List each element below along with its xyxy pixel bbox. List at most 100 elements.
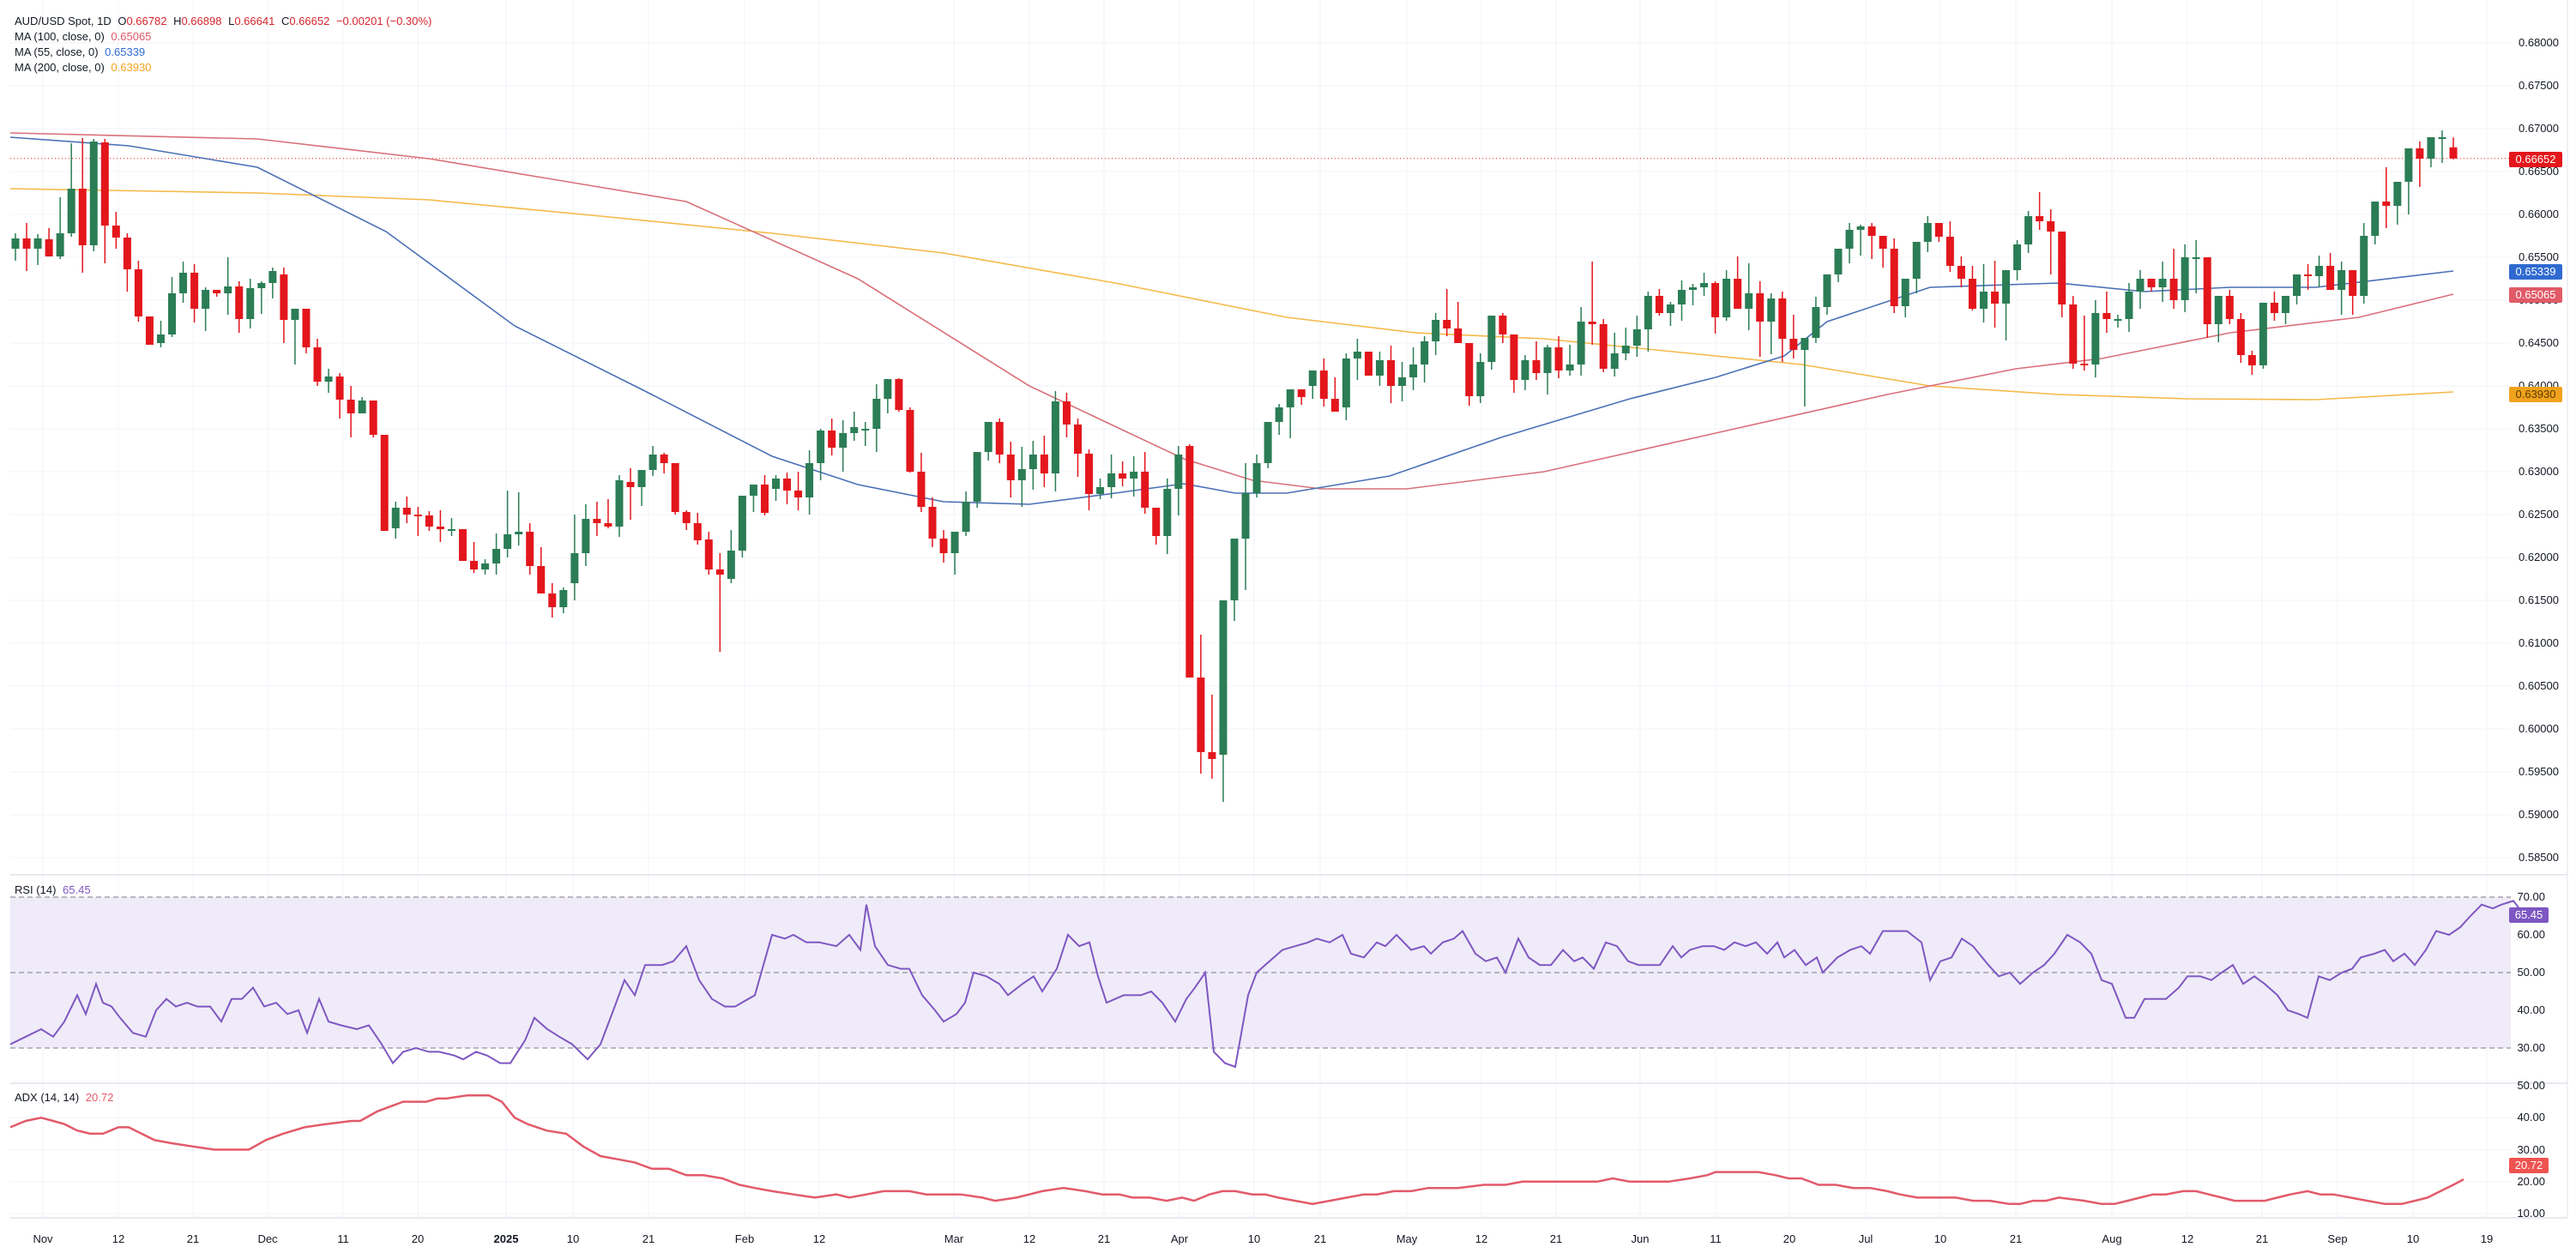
time-tick: Sep xyxy=(2327,1232,2348,1245)
ma100-label: MA (100, close, 0) xyxy=(15,30,105,43)
rsi-value-tag: 65.45 xyxy=(2509,907,2549,923)
rsi-tick: 50.00 xyxy=(2517,966,2545,979)
ma55-label: MA (55, close, 0) xyxy=(15,45,99,58)
time-tick: Jul xyxy=(1858,1232,1873,1245)
price-legend: AUD/USD Spot, 1D O0.66782 H0.66898 L0.66… xyxy=(15,15,435,28)
pane-borders xyxy=(10,0,2568,1219)
time-tick: Feb xyxy=(734,1232,755,1245)
time-tick: 19 xyxy=(2480,1232,2494,1245)
time-tick: 11 xyxy=(1710,1232,1722,1245)
price-tick: 0.68000 xyxy=(2519,36,2559,49)
price-tick: 0.60500 xyxy=(2519,679,2559,692)
time-tick: 12 xyxy=(812,1232,826,1245)
adx-value: 20.72 xyxy=(85,1091,114,1104)
rsi-legend[interactable]: RSI (14) 65.45 xyxy=(15,883,94,897)
ma55-value: 0.65339 xyxy=(105,45,146,58)
ma200-label: MA (200, close, 0) xyxy=(15,61,105,74)
candlesticks xyxy=(11,130,2458,802)
ma200-price-tag: 0.63930 xyxy=(2509,387,2562,402)
time-tick: May xyxy=(1396,1232,1418,1245)
price-tick: 0.66500 xyxy=(2519,165,2559,178)
time-tick: 21 xyxy=(2009,1232,2023,1245)
rsi-tick: 30.00 xyxy=(2517,1041,2545,1054)
close-label: C xyxy=(281,15,290,27)
time-tick: Aug xyxy=(2102,1232,2122,1245)
time-tick: 12 xyxy=(1475,1232,1488,1245)
price-tick: 0.62500 xyxy=(2519,508,2559,521)
last-price-tag: 0.66652 xyxy=(2509,152,2562,167)
time-tick: Mar xyxy=(944,1232,964,1245)
low-label: L xyxy=(228,15,235,27)
ma100-legend[interactable]: MA (100, close, 0) 0.65065 xyxy=(15,30,154,44)
rsi-tick: 70.00 xyxy=(2517,890,2545,903)
price-tick: 0.59000 xyxy=(2519,808,2559,821)
price-tick: 0.66000 xyxy=(2519,208,2559,220)
open-label: O xyxy=(118,15,127,27)
time-tick: Jun xyxy=(1631,1232,1650,1245)
time-tick: 2025 xyxy=(493,1232,519,1245)
change-value: −0.00201 (−0.30%) xyxy=(335,15,432,27)
rsi-levels xyxy=(10,896,2511,1049)
adx-tick: 10.00 xyxy=(2517,1207,2545,1220)
rsi-line xyxy=(9,900,2525,1069)
time-tick: 21 xyxy=(1097,1232,1111,1245)
adx-line xyxy=(9,1093,2464,1206)
time-tick: 10 xyxy=(1247,1232,1261,1245)
time-tick: 12 xyxy=(112,1232,125,1245)
time-tick: 21 xyxy=(186,1232,200,1245)
rsi-band xyxy=(10,897,2511,1048)
moving-averages xyxy=(9,132,2454,505)
price-tick: 0.65500 xyxy=(2519,250,2559,263)
rsi-value: 65.45 xyxy=(63,883,91,896)
time-tick: Dec xyxy=(257,1232,278,1245)
rsi-label: RSI (14) xyxy=(15,883,57,896)
time-tick: 21 xyxy=(1549,1232,1563,1245)
open-value: 0.66782 xyxy=(126,15,167,27)
time-tick: 10 xyxy=(566,1232,580,1245)
symbol-title: AUD/USD Spot, 1D xyxy=(15,15,112,27)
adx-tick: 20.00 xyxy=(2517,1174,2545,1188)
ma200-legend[interactable]: MA (200, close, 0) 0.63930 xyxy=(15,61,154,75)
time-tick: 10 xyxy=(2406,1232,2420,1245)
price-tick: 0.62000 xyxy=(2519,551,2559,563)
adx-tick: 30.00 xyxy=(2517,1142,2545,1156)
ma100-value: 0.65065 xyxy=(111,30,152,43)
time-tick: 21 xyxy=(642,1232,655,1245)
rsi-tick: 40.00 xyxy=(2517,1003,2545,1016)
rsi-tick: 60.00 xyxy=(2517,928,2545,941)
time-tick: Nov xyxy=(33,1232,53,1245)
price-tick: 0.61000 xyxy=(2519,636,2559,649)
time-tick: 12 xyxy=(1023,1232,1036,1245)
adx-value-tag: 20.72 xyxy=(2509,1158,2549,1173)
adx-label: ADX (14, 14) xyxy=(15,1091,80,1104)
adx-legend[interactable]: ADX (14, 14) 20.72 xyxy=(15,1091,117,1105)
time-tick: Apr xyxy=(1170,1232,1189,1245)
time-tick: 12 xyxy=(2181,1232,2194,1245)
ma200-value: 0.63930 xyxy=(111,61,152,74)
price-tick: 0.61500 xyxy=(2519,593,2559,606)
ma55-legend[interactable]: MA (55, close, 0) 0.65339 xyxy=(15,45,148,59)
time-tick: 10 xyxy=(1934,1232,1947,1245)
time-tick: 20 xyxy=(411,1232,425,1245)
ma55-price-tag: 0.65339 xyxy=(2509,264,2562,280)
time-tick: 11 xyxy=(337,1232,349,1245)
time-tick: 20 xyxy=(1783,1232,1796,1245)
adx-tick: 40.00 xyxy=(2517,1111,2545,1124)
price-tick: 0.60000 xyxy=(2519,722,2559,735)
price-tick: 0.67500 xyxy=(2519,79,2559,92)
adx-tick: 50.00 xyxy=(2517,1079,2545,1092)
close-value: 0.66652 xyxy=(289,15,330,27)
ma100-price-tag: 0.65065 xyxy=(2509,287,2562,303)
high-value: 0.66898 xyxy=(181,15,222,27)
price-tick: 0.63000 xyxy=(2519,465,2559,478)
low-value: 0.66641 xyxy=(234,15,275,27)
high-label: H xyxy=(173,15,182,27)
price-tick: 0.64500 xyxy=(2519,336,2559,349)
price-tick: 0.67000 xyxy=(2519,122,2559,135)
price-tick: 0.59500 xyxy=(2519,765,2559,778)
price-tick: 0.58500 xyxy=(2519,851,2559,864)
price-tick: 0.63500 xyxy=(2519,422,2559,435)
time-tick: 21 xyxy=(1313,1232,1327,1245)
time-tick: 21 xyxy=(2255,1232,2269,1245)
